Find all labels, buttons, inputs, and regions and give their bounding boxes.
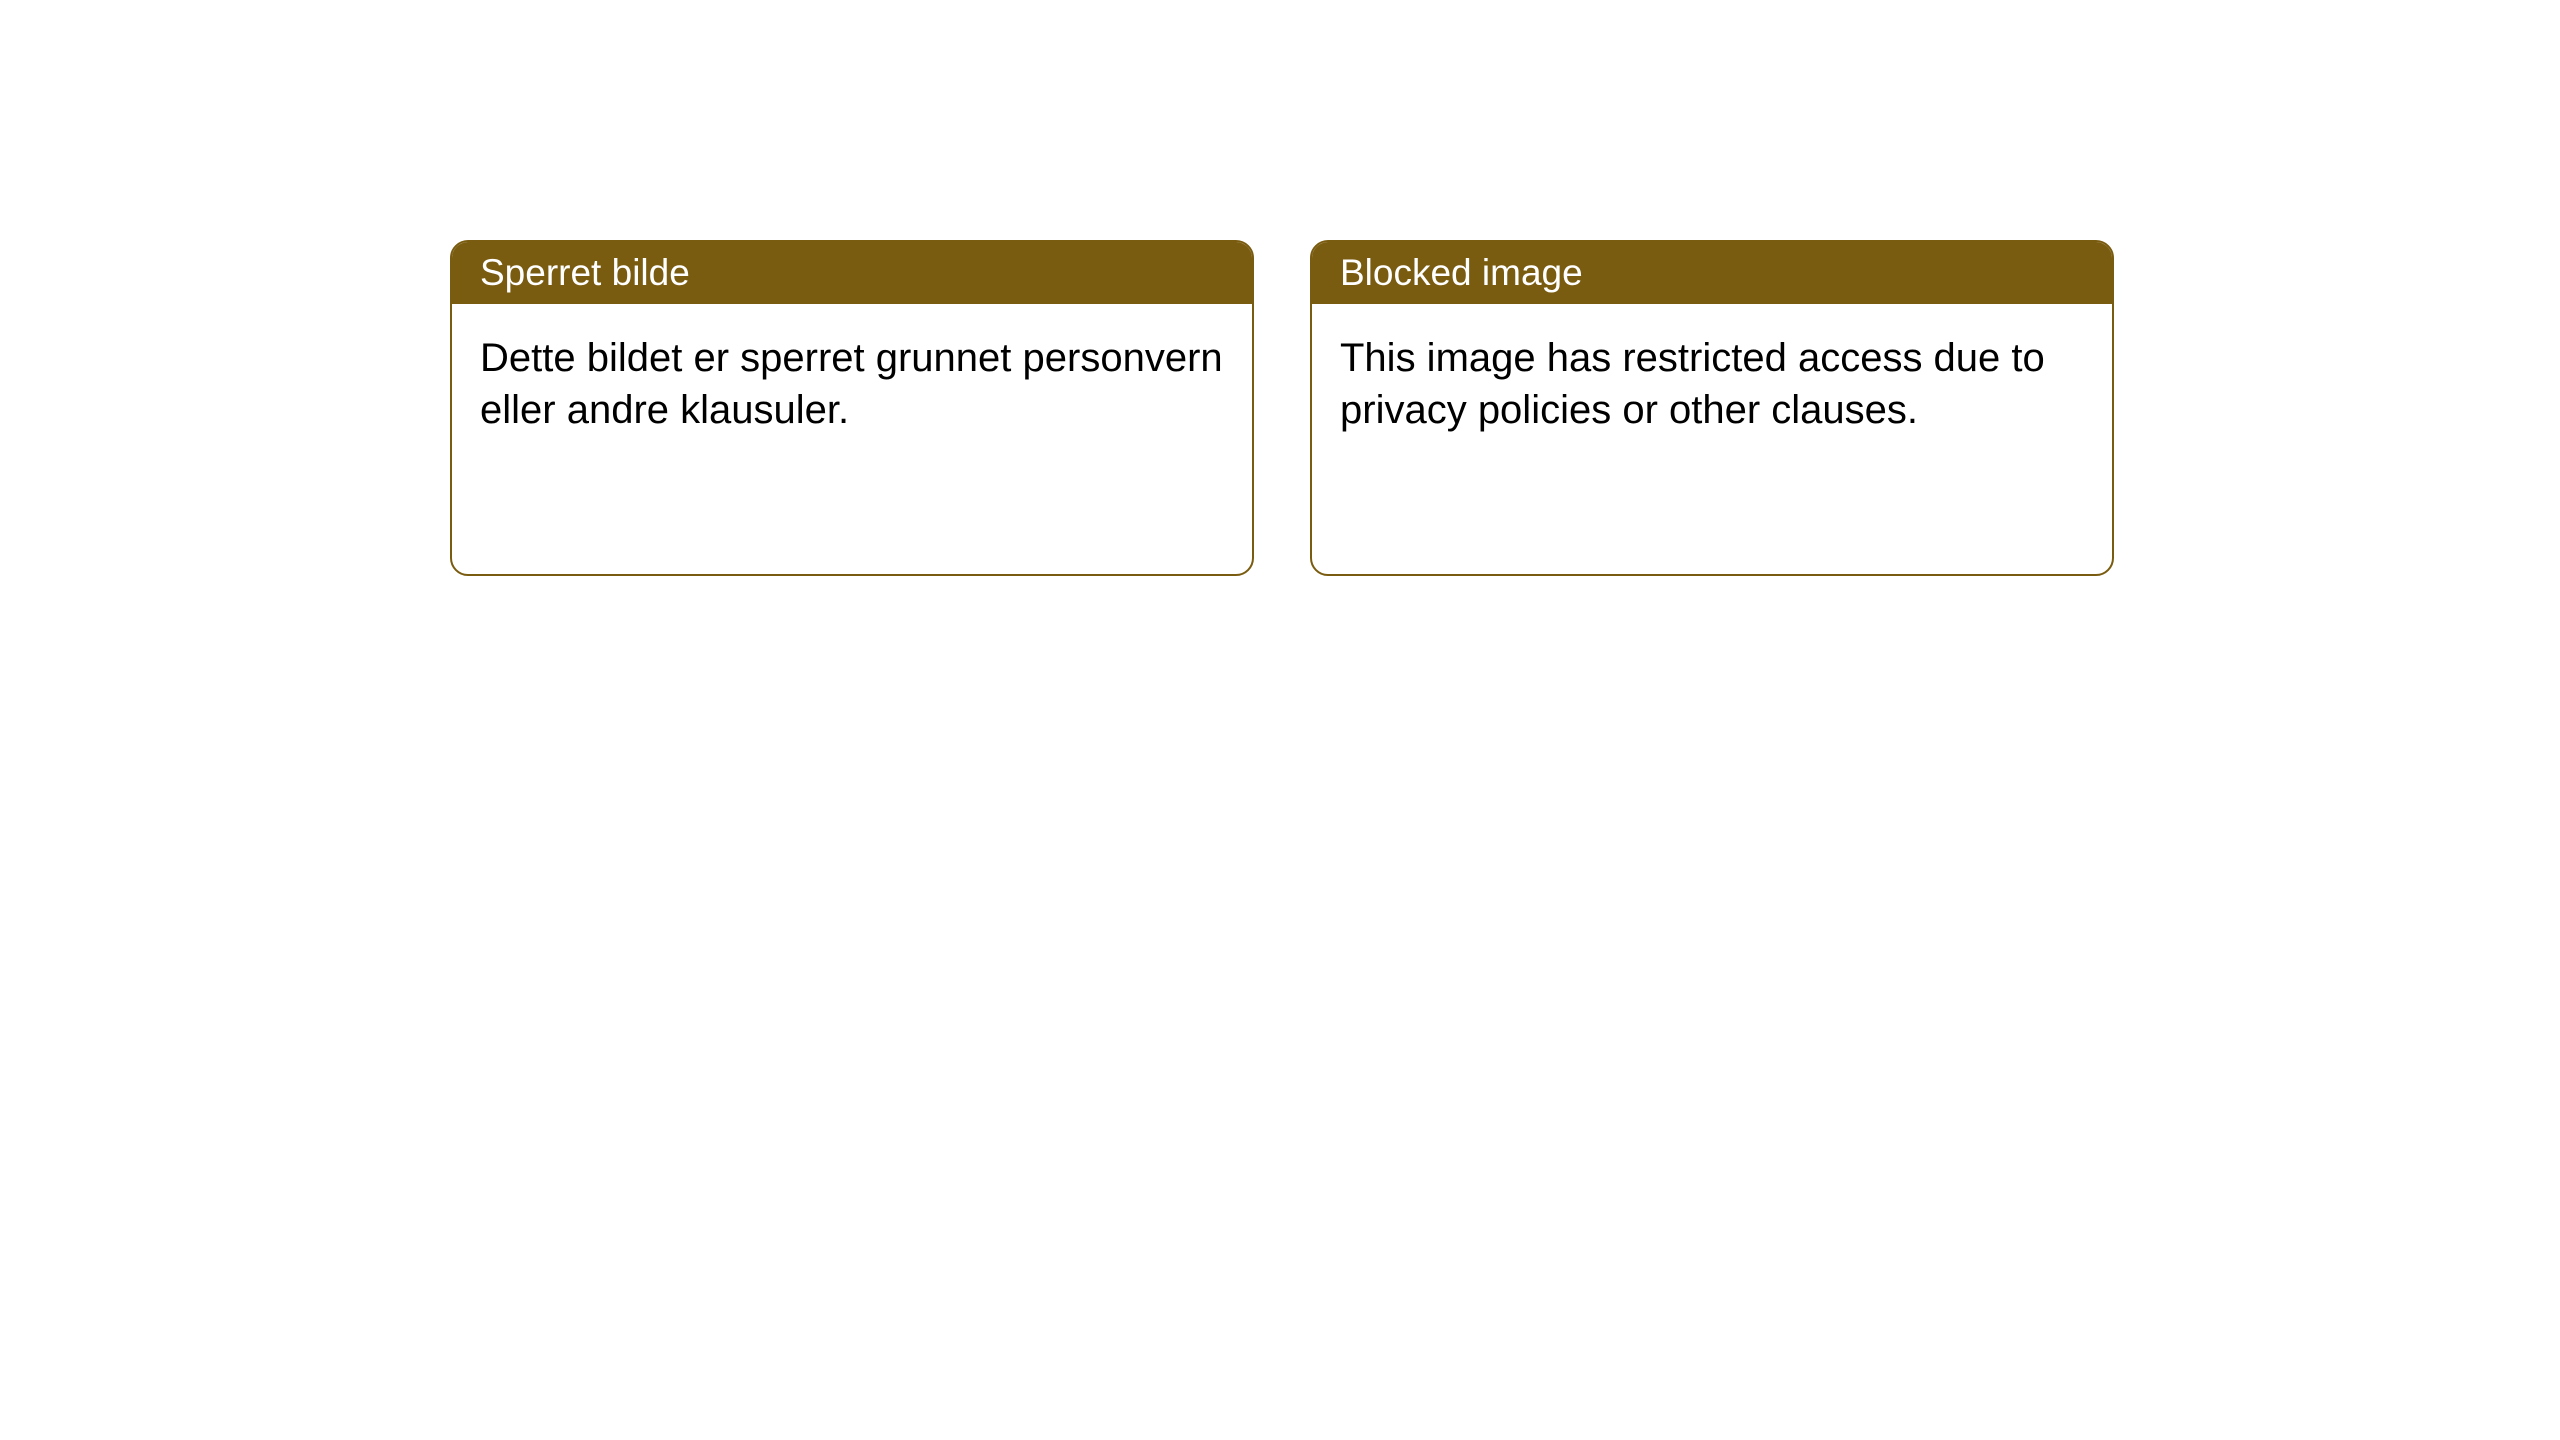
- notice-header: Sperret bilde: [452, 242, 1252, 304]
- notice-container: Sperret bilde Dette bildet er sperret gr…: [0, 0, 2560, 576]
- notice-box-english: Blocked image This image has restricted …: [1310, 240, 2114, 576]
- notice-body: Dette bildet er sperret grunnet personve…: [452, 304, 1252, 464]
- notice-box-norwegian: Sperret bilde Dette bildet er sperret gr…: [450, 240, 1254, 576]
- notice-body: This image has restricted access due to …: [1312, 304, 2112, 464]
- notice-header: Blocked image: [1312, 242, 2112, 304]
